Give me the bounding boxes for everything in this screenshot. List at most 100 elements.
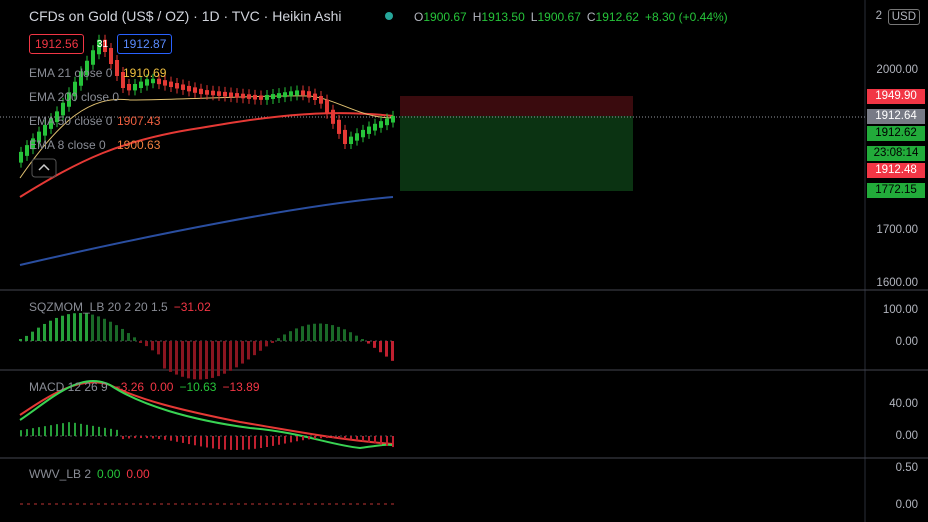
candle (289, 91, 293, 97)
axis-top: 2 (875, 10, 882, 22)
pane-value: 0.00 (97, 467, 121, 481)
chevron-icon (38, 163, 50, 171)
momentum-bar (49, 320, 52, 341)
candle (85, 60, 89, 76)
ohlc-label: H (472, 10, 482, 24)
price-label: 1912.64 (867, 109, 925, 124)
ohlc-label: L (530, 10, 538, 24)
macd-bar (350, 436, 352, 440)
spread: 31 (97, 39, 109, 50)
macd-bar (68, 422, 70, 436)
collapse-button[interactable] (31, 158, 57, 178)
macd-bar (50, 425, 52, 436)
macd-bar (80, 423, 82, 436)
candle (277, 93, 281, 99)
momentum-bar (91, 314, 94, 341)
macd-bar (140, 436, 142, 439)
macd-bar (86, 424, 88, 436)
macd-bar (176, 436, 178, 442)
momentum-bar (265, 341, 268, 347)
macd-bar (236, 436, 238, 450)
candle (115, 60, 119, 76)
momentum-bar (211, 341, 214, 378)
candle (349, 136, 353, 144)
candle (145, 79, 149, 86)
candle (259, 95, 263, 100)
momentum-bar (355, 335, 358, 341)
candle (49, 118, 53, 129)
macd-line (19, 379, 394, 450)
momentum-bar (133, 337, 136, 341)
momentum-bar (361, 339, 364, 341)
ohlc-value: 1900.67 (537, 10, 581, 24)
macd-bar (368, 436, 370, 443)
ohlc-label: O (414, 10, 424, 24)
candle (271, 94, 275, 99)
momentum-bar (61, 315, 64, 341)
macd-bar (116, 429, 118, 436)
macd-bar (200, 436, 202, 447)
candle (193, 87, 197, 93)
indicator-value: 1910.69 (123, 66, 167, 80)
ohlc-label: C (586, 10, 596, 24)
candle (175, 83, 179, 89)
buy-price[interactable]: 1912.87 (117, 34, 173, 54)
candle (31, 138, 35, 150)
macd-bar (266, 436, 268, 448)
momentum-bar (73, 313, 76, 341)
momentum-bar (205, 341, 208, 380)
candle (91, 50, 95, 65)
momentum-bar (181, 341, 184, 377)
macd-bar (146, 436, 148, 439)
candle (187, 85, 191, 92)
chart-title: CFDs on Gold (US$ / OZ) · 1D · TVC · Hei… (29, 8, 342, 24)
macd-bar (374, 436, 376, 444)
momentum-bar (379, 341, 382, 353)
candle (79, 71, 83, 86)
price-label: 1949.90 (867, 89, 925, 104)
candle (229, 92, 233, 98)
momentum-bar (127, 333, 130, 341)
macd-bar (380, 436, 382, 445)
momentum-bar (109, 321, 112, 341)
pane-name: SQZMOM_LB 20 2 20 1.5 (29, 300, 168, 314)
macd-bar (44, 426, 46, 436)
candle (109, 48, 113, 64)
momentum-bar (25, 335, 28, 341)
currency[interactable]: USD (887, 9, 920, 25)
macd-bar (362, 436, 364, 442)
macd-bar (56, 424, 58, 436)
ohlc: O1900.67 H1913.50 L1900.67 C1912.62 +8.30 (+… (414, 10, 728, 24)
momentum-bar (349, 332, 352, 341)
sell-price[interactable]: 1912.56 (29, 34, 85, 54)
macd-bar (332, 436, 334, 439)
macd-bar (230, 436, 232, 450)
candle (355, 133, 359, 141)
momentum-bar (223, 341, 226, 374)
momentum-bar (199, 341, 202, 380)
momentum-bar (151, 341, 154, 351)
ohlc-value: 1912.62 (595, 10, 639, 24)
macd-bar (182, 436, 184, 443)
momentum-bar (325, 323, 328, 341)
macd-bar (92, 425, 94, 436)
momentum-bar (277, 338, 280, 341)
pane-legend: MACD 12 26 9 −3.26 0.00 −10.63 −13.89 (29, 380, 266, 394)
momentum-bar (283, 334, 286, 341)
momentum-bar (271, 341, 274, 343)
momentum-bar (19, 339, 22, 341)
candle (295, 90, 299, 96)
candle (199, 88, 203, 95)
macd-bar (248, 436, 250, 450)
price-label: 1912.62 (867, 126, 925, 141)
pane-legend: WWV_LB 2 0.00 0.00 (29, 467, 156, 481)
momentum-bar (103, 318, 106, 341)
candle (247, 94, 251, 99)
macd-bar (212, 436, 214, 449)
momentum-bar (193, 341, 196, 380)
pane-value: −3.26 (113, 380, 145, 394)
momentum-bar (343, 329, 346, 341)
target-zone (400, 116, 633, 191)
indicator-name: EMA 8 close 0 (29, 138, 106, 152)
macd-bar (122, 436, 124, 440)
